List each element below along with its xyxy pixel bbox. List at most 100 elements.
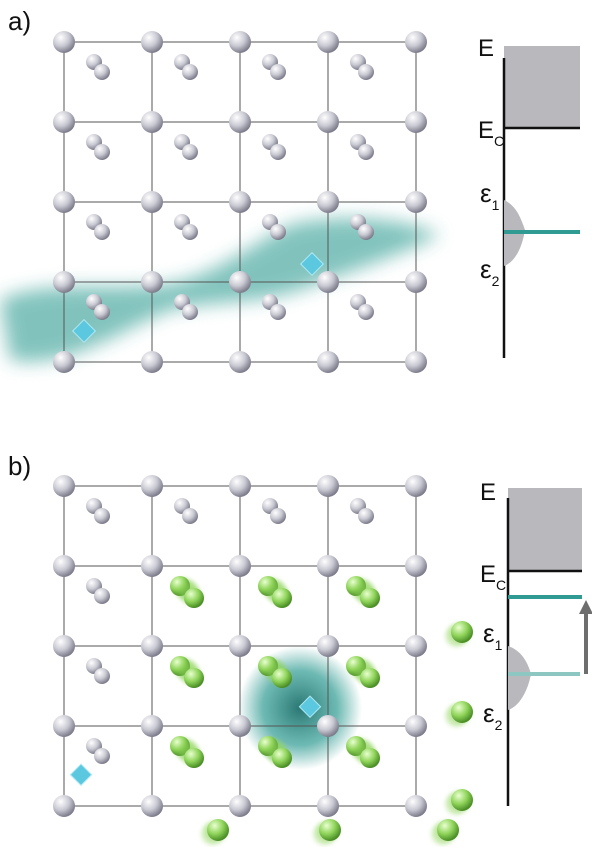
lattice-atom <box>141 475 163 497</box>
lattice-atom <box>317 555 339 577</box>
lattice-atom <box>229 555 251 577</box>
lattice-atom <box>270 508 286 524</box>
lattice-atom <box>94 748 110 764</box>
lattice-atom <box>317 191 339 213</box>
lattice-atom <box>53 795 75 817</box>
lattice-atom <box>182 304 198 320</box>
lattice-atom <box>229 795 251 817</box>
lattice-atom <box>141 111 163 133</box>
lattice-atom <box>405 555 427 577</box>
lattice-atom <box>270 304 286 320</box>
lattice-atom <box>229 191 251 213</box>
lattice-atom <box>229 715 251 737</box>
lattice-atom <box>53 715 75 737</box>
lattice-atom <box>94 144 110 160</box>
lattice-atom <box>358 508 374 524</box>
panel-b-energy-diagram: E EC ε1 ε2 <box>480 479 592 806</box>
lattice-atom <box>405 111 427 133</box>
lattice-atom <box>94 588 110 604</box>
displaced-atom <box>360 668 380 688</box>
lattice-atom <box>317 271 339 293</box>
lattice-atom <box>229 351 251 373</box>
panel-b-label: b) <box>8 451 31 481</box>
panel-b-defect-1 <box>69 763 93 787</box>
lattice-atom <box>182 144 198 160</box>
displaced-atom <box>360 588 380 608</box>
lattice-atom <box>317 351 339 373</box>
lattice-atom <box>182 224 198 240</box>
displaced-atom <box>272 588 292 608</box>
displaced-atom <box>451 621 473 643</box>
lattice-atom <box>317 475 339 497</box>
lattice-atom <box>317 31 339 53</box>
lattice-atom <box>141 271 163 293</box>
panel-a-conduction-band <box>504 46 580 128</box>
lattice-atom <box>53 31 75 53</box>
lattice-atom <box>229 111 251 133</box>
panel-b-axis-label: E <box>480 479 496 506</box>
lattice-atom <box>141 31 163 53</box>
lattice-atom <box>53 635 75 657</box>
panel-a-defect-2 <box>299 251 325 277</box>
lattice-atom <box>270 224 286 240</box>
lattice-atom <box>141 351 163 373</box>
lattice-atom <box>270 64 286 80</box>
panel-a-wavefunction <box>0 218 440 362</box>
lattice-atom <box>94 668 110 684</box>
panel-a-label: a) <box>8 6 31 36</box>
lattice-atom <box>53 351 75 373</box>
panel-a-axis-label: E <box>478 35 494 62</box>
panel-a-eps2-label: ε2 <box>480 254 500 289</box>
lattice-atom <box>53 475 75 497</box>
lattice-atom <box>317 635 339 657</box>
lattice-atom <box>317 795 339 817</box>
panel-a-eps1-label: ε1 <box>480 178 500 213</box>
lattice-atom <box>405 715 427 737</box>
panel-b-ec-label: EC <box>480 561 506 593</box>
displaced-atom <box>360 748 380 768</box>
lattice-atom <box>405 271 427 293</box>
lattice-atom <box>53 191 75 213</box>
panel-b-lattice <box>53 475 473 846</box>
panel-b-arrow-head <box>579 600 592 614</box>
lattice-atom <box>141 795 163 817</box>
displaced-atom <box>184 748 204 768</box>
lattice-atom <box>53 111 75 133</box>
lattice-atom <box>270 144 286 160</box>
displaced-atom <box>451 789 473 811</box>
lattice-atom <box>141 555 163 577</box>
lattice-atom <box>141 635 163 657</box>
lattice-atom <box>405 635 427 657</box>
lattice-atom <box>405 31 427 53</box>
lattice-atom <box>94 64 110 80</box>
panel-b-eps2-label: ε2 <box>483 698 503 733</box>
panel-a-energy-diagram: E EC ε1 ε2 <box>478 35 580 358</box>
lattice-atom <box>405 191 427 213</box>
displaced-atom <box>272 748 292 768</box>
displaced-atom <box>319 819 341 841</box>
displaced-atom <box>184 588 204 608</box>
lattice-atom <box>141 191 163 213</box>
lattice-atom <box>182 64 198 80</box>
lattice-atom <box>94 224 110 240</box>
lattice-atom <box>182 508 198 524</box>
lattice-atom <box>94 508 110 524</box>
displaced-atom <box>451 701 473 723</box>
lattice-atom <box>141 715 163 737</box>
lattice-atom <box>229 31 251 53</box>
displaced-atom <box>437 819 459 841</box>
panel-b-conduction-band <box>508 488 582 571</box>
lattice-atom <box>317 715 339 737</box>
lattice-atom <box>358 64 374 80</box>
lattice-atom <box>53 555 75 577</box>
lattice-atom <box>405 475 427 497</box>
lattice-atom <box>229 475 251 497</box>
lattice-atom <box>358 304 374 320</box>
panel-a-defect-1 <box>71 318 97 344</box>
lattice-atom <box>358 144 374 160</box>
lattice-atom <box>53 271 75 293</box>
panel-b-defect-dos <box>508 646 531 710</box>
lattice-atom <box>405 351 427 373</box>
lattice-atom <box>358 224 374 240</box>
